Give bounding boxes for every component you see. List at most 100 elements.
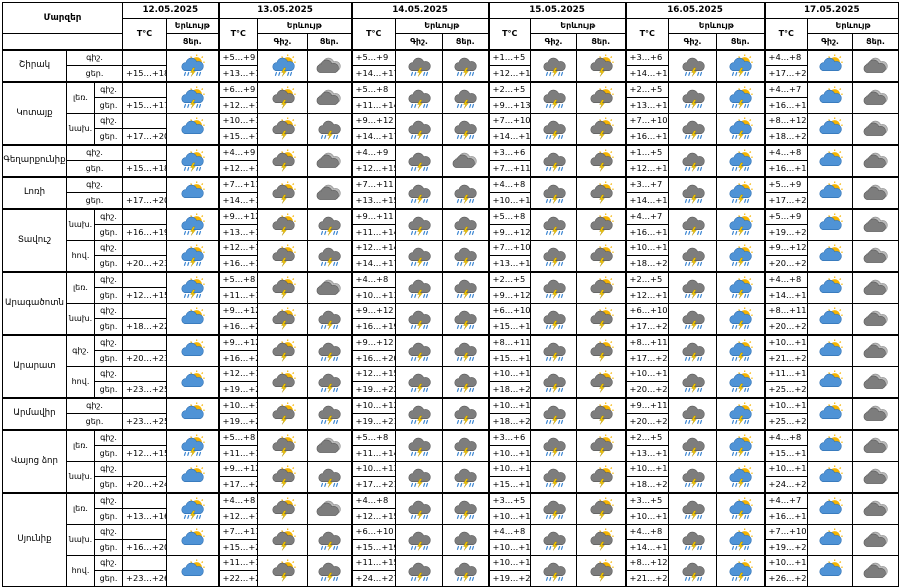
- temp-range: +3…+6: [487, 143, 532, 161]
- time-of-day: ցեր.: [93, 445, 124, 462]
- day-header: Ցեր.: [852, 33, 900, 50]
- temp-range: +7…+11: [217, 523, 259, 540]
- temp-range: +11…+15: [350, 554, 397, 571]
- temp-range: [122, 175, 168, 193]
- storm-rain-icon: [395, 48, 444, 82]
- temp-range: +7…+10: [763, 523, 809, 540]
- time-of-day: ցեր.: [93, 97, 124, 114]
- phen-header: Երևույթ: [530, 17, 627, 34]
- temp-range: +24…+28: [763, 476, 809, 493]
- temp-range: +2…+5: [487, 80, 532, 98]
- temp-range: +19…+23: [763, 539, 809, 556]
- temp-range: +9…+11: [350, 207, 397, 225]
- temp-header: T°C: [487, 17, 532, 50]
- storm-rain-icon: [307, 554, 353, 587]
- table-row: Լոռի գիշ. +7…+11 +7…+11 +4…+8 +3…+7 +5…+9: [2, 175, 900, 209]
- temp-range: +12…+15: [487, 65, 532, 82]
- temp-range: +12…+15: [350, 508, 397, 525]
- storm-rain-icon: [442, 523, 490, 556]
- table-row: նախ.գիշ. +10…+13 +9…+12 +7…+10 +7…+10 +8…+12: [3, 112, 900, 145]
- storm-rain-icon: [668, 48, 718, 82]
- temp-header: T°C: [350, 17, 397, 50]
- subregion-name: նախ.: [66, 523, 95, 556]
- temp-range: +10…+13: [487, 192, 532, 209]
- storm-rain-icon: [395, 554, 444, 587]
- cloudy-storm-icon: [257, 333, 309, 367]
- time-of-day: ցեր.: [93, 128, 124, 145]
- subregion-name: լեռ.: [66, 491, 95, 525]
- phen-header: Երևույթ: [807, 17, 900, 34]
- temp-range: +9…+12: [217, 207, 259, 225]
- partly-cloudy-icon: [166, 460, 220, 493]
- temp-range: +25…+28: [763, 381, 809, 398]
- storm-rain-icon: [442, 428, 490, 462]
- temp-range: +10…+13: [217, 396, 259, 414]
- temp-range: +12…+15: [217, 160, 259, 177]
- time-of-day: ցեր.: [93, 318, 124, 335]
- storm-rain-icon: [530, 428, 578, 462]
- time-of-day: գիշ.: [93, 302, 124, 319]
- cloudy-storm-icon: [576, 112, 627, 145]
- partly-cloudy-icon: [807, 207, 854, 241]
- temp-range: +3…+5: [624, 491, 670, 509]
- overcast-icon: [852, 239, 900, 272]
- overcast-icon: [852, 175, 900, 209]
- cloudy-storm-icon: [257, 428, 309, 462]
- storm-rain-icon: [530, 270, 578, 304]
- storm-rain-icon: [668, 460, 718, 493]
- table-row: ցեր.+12…+15 +11…+14 +11…+14 +10…+12 +13…+16 +…: [3, 445, 899, 462]
- cloudy-storm-icon: [257, 80, 309, 114]
- temp-range: +14…+17: [487, 128, 532, 145]
- table-row: հով.գիշ. +11…+15 +11…+15 +10…+13 +8…+12 +10…+…: [3, 554, 900, 587]
- partly-cloudy-icon: [807, 270, 854, 304]
- day-header: Ցեր.: [166, 33, 220, 50]
- cloudy-storm-icon: [576, 365, 627, 398]
- table-row: ցեր.+15…+18 +12…+15 +12…+15 +7…+11 +12…+15 +1…: [3, 160, 899, 177]
- header-spacer: [1, 33, 124, 50]
- table-row: ցեր.+12…+15+11…+13+10…+13+9…+12+12…+15+1…: [3, 287, 899, 304]
- temp-range: +13…+16: [624, 97, 670, 114]
- time-of-day: գիշ.: [93, 491, 124, 509]
- pc-storm-rain-icon: [716, 396, 766, 430]
- time-of-day: գիշ.: [93, 523, 124, 540]
- storm-rain-icon: [530, 460, 578, 493]
- temp-range: +9…+12: [763, 239, 809, 256]
- time-of-day: գիշ.: [93, 554, 124, 571]
- cloudy-storm-icon: [257, 270, 309, 304]
- storm-rain-icon: [668, 175, 718, 209]
- temp-range: +17…+20: [122, 192, 168, 209]
- temp-range: +5…+8: [217, 270, 259, 288]
- temp-range: +12…+15: [350, 365, 397, 382]
- cloudy-storm-icon: [257, 143, 309, 177]
- temp-range: +22…+25: [217, 570, 259, 587]
- overcast-icon: [852, 523, 900, 556]
- overcast-icon: [307, 48, 353, 82]
- temp-range: +9…+13: [487, 97, 532, 114]
- phen-header: Երևույթ: [166, 17, 220, 34]
- subregion-name: լեռ.: [66, 428, 95, 462]
- temp-range: +16…+19: [624, 128, 670, 145]
- temp-range: +16…+20: [217, 350, 259, 367]
- temp-range: +10…+13: [350, 287, 397, 304]
- temp-range: +9…+12: [487, 287, 532, 304]
- temp-range: +6…+9: [217, 80, 259, 98]
- date-header: 14.05.2025: [350, 2, 490, 19]
- temp-range: +15…+18: [217, 128, 259, 145]
- time-of-day: ցեր.: [93, 539, 124, 556]
- temp-range: +18…+22: [763, 128, 809, 145]
- cloudy-storm-icon: [257, 365, 309, 398]
- time-of-day: գիշ.: [93, 365, 124, 382]
- temp-header: T°C: [624, 17, 670, 50]
- temp-range: +16…+19: [217, 255, 259, 272]
- storm-rain-icon: [395, 491, 444, 525]
- table-row: ցեր.+15…+17 +12…+15 +11…+14 +9…+13 +13…+16 +1…: [3, 97, 899, 114]
- temp-range: +4…+8: [763, 143, 809, 161]
- temp-range: +14…+17: [350, 128, 397, 145]
- time-of-day: ցեր.: [65, 160, 124, 177]
- temp-range: +16…+20: [217, 318, 259, 335]
- region-name: Գեղարքունիք: [2, 143, 67, 177]
- cloudy-storm-icon: [576, 523, 627, 556]
- temp-range: +7…+11: [350, 175, 397, 193]
- temp-range: +11…+14: [350, 445, 397, 462]
- temp-range: +4…+7: [763, 491, 809, 509]
